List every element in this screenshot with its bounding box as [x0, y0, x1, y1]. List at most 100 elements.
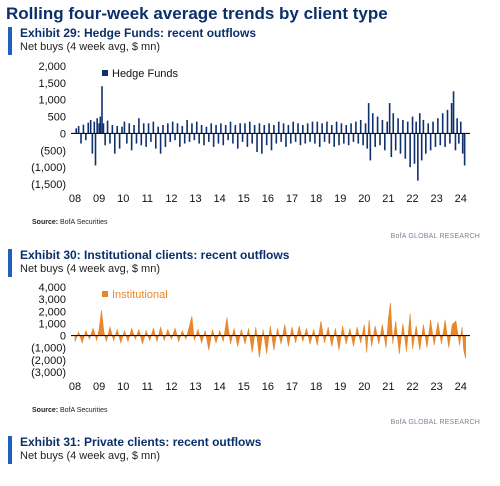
x-tick-label: 19: [334, 193, 346, 205]
data-bar: [116, 126, 118, 134]
data-bar: [345, 125, 348, 134]
data-bar: [422, 119, 425, 134]
exhibit-31-title: Exhibit 31: Private clients: recent outf…: [20, 435, 262, 449]
data-bar: [397, 118, 399, 134]
data-bar: [268, 123, 270, 134]
x-tick-label: 16: [262, 193, 274, 205]
data-bar: [316, 121, 319, 134]
legend-label: Hedge Funds: [112, 68, 179, 80]
data-bar: [425, 133, 427, 154]
data-bar: [459, 121, 462, 134]
y-tick-label: (1,000): [31, 162, 66, 174]
data-bar: [282, 123, 285, 134]
x-tick-label: 19: [334, 381, 346, 393]
data-bar: [434, 133, 437, 147]
data-bar: [364, 123, 367, 134]
data-bar: [99, 116, 102, 134]
data-bar: [93, 121, 96, 134]
data-bar: [454, 133, 457, 151]
data-bar: [217, 133, 220, 144]
data-bar: [452, 91, 455, 134]
data-bar: [461, 133, 464, 154]
source-text: BofA Securities: [60, 407, 108, 414]
data-bar: [152, 121, 155, 134]
data-bar: [258, 123, 261, 134]
x-tick-label: 17: [286, 193, 298, 205]
x-tick-label: 08: [69, 381, 81, 393]
data-bar: [142, 123, 145, 134]
data-bar: [183, 133, 186, 144]
data-bar: [80, 133, 82, 144]
data-bar: [157, 126, 159, 134]
x-tick-label: 18: [310, 193, 322, 205]
data-bar: [384, 133, 386, 151]
data-bar: [449, 133, 451, 144]
exhibit-29-subtitle: Net buys (4 week avg, $ mn): [20, 41, 161, 53]
x-tick-label: 23: [431, 193, 443, 205]
legend-swatch: [102, 70, 108, 76]
data-bar: [174, 133, 176, 141]
y-tick-label: (500): [40, 145, 66, 157]
data-bar: [265, 133, 268, 146]
data-bar: [164, 133, 167, 147]
data-bar: [77, 126, 80, 134]
data-bar: [208, 133, 210, 142]
data-bar: [367, 103, 370, 134]
y-tick-label: 1,500: [38, 78, 66, 90]
data-bar: [263, 125, 266, 134]
exhibit-29-source: Source: BofA Securities: [32, 219, 107, 226]
data-bar: [352, 133, 355, 142]
data-bar: [309, 133, 311, 142]
data-bar: [390, 133, 393, 158]
x-tick-label: 12: [165, 381, 177, 393]
exhibit-accent-bar: [8, 436, 12, 464]
data-bar: [229, 121, 232, 134]
data-bar: [326, 121, 328, 134]
y-tick-label: (2,000): [31, 355, 66, 367]
data-bar: [179, 133, 181, 147]
data-bar: [87, 122, 90, 134]
data-bar: [441, 113, 444, 134]
data-bar: [126, 133, 128, 144]
source-text: BofA Securities: [60, 219, 108, 226]
data-bar: [249, 121, 251, 134]
data-bar: [128, 123, 131, 134]
data-bar: [289, 133, 292, 144]
data-bar: [333, 133, 335, 147]
data-bar: [340, 123, 343, 134]
exhibit-30-attribution: BofA GLOBAL RESEARCH: [390, 419, 480, 426]
data-bar: [261, 133, 263, 154]
data-bar: [402, 119, 404, 134]
data-bar: [394, 133, 397, 151]
exhibit-30-source: Source: BofA Securities: [32, 407, 107, 414]
data-bar: [118, 133, 121, 149]
data-bar: [381, 119, 384, 134]
exhibit-30-subtitle: Net buys (4 week avg, $ mn): [20, 263, 161, 275]
data-bar: [96, 118, 98, 134]
y-tick-label: 1,000: [38, 95, 66, 107]
data-bar: [439, 133, 442, 146]
hedge-funds-chart: 2,000 1,500 1,000 500 0 (500) (1,000) (1,500)08…: [31, 61, 470, 205]
y-tick-label: 1,000: [38, 318, 66, 330]
data-bar: [162, 125, 164, 134]
x-tick-label: 13: [189, 193, 201, 205]
data-bar: [212, 133, 215, 147]
data-bar: [75, 128, 78, 134]
x-tick-label: 10: [117, 193, 129, 205]
data-bar: [347, 133, 350, 146]
data-bar: [321, 123, 323, 134]
source-label: Source:: [32, 219, 59, 226]
x-tick-label: 17: [286, 381, 298, 393]
x-tick-label: 11: [142, 193, 153, 205]
data-bar: [253, 125, 256, 134]
data-bar: [205, 126, 208, 134]
data-bar: [366, 133, 369, 149]
x-tick-label: 10: [117, 381, 129, 393]
data-bar: [195, 121, 198, 134]
data-bar: [355, 121, 357, 134]
data-bar: [106, 120, 109, 134]
data-bar: [323, 133, 326, 142]
y-tick-label: 2,000: [38, 306, 66, 318]
data-bar: [406, 121, 409, 134]
x-tick-label: 24: [455, 193, 467, 205]
